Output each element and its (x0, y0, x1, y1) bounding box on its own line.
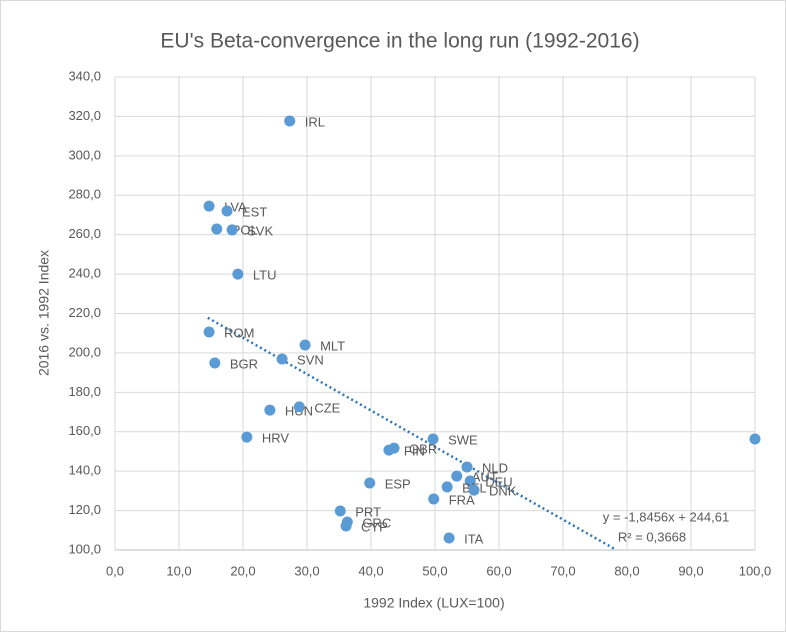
point-label: ITA (464, 531, 484, 546)
x-tick-label: 90,0 (678, 563, 703, 578)
point (427, 433, 439, 445)
point (203, 200, 215, 212)
x-tick-label: 30,0 (294, 563, 319, 578)
point (284, 115, 296, 127)
y-tick-label: 340,0 (68, 68, 101, 83)
x-tick-label: 100,0 (739, 563, 772, 578)
point (293, 401, 305, 413)
point (209, 357, 221, 369)
point (226, 224, 238, 236)
point-label: FIN (404, 444, 425, 459)
point (364, 477, 376, 489)
point-label: DEU (485, 474, 512, 489)
point-label: ESP (385, 476, 411, 491)
point (232, 268, 244, 280)
x-tick-label: 60,0 (486, 563, 511, 578)
point-label: EST (242, 204, 267, 219)
x-tick-label: 40,0 (358, 563, 383, 578)
chart-title: EU's Beta-convergence in the long run (1… (160, 30, 639, 53)
point-label: SVK (247, 223, 273, 238)
point (464, 475, 476, 487)
y-tick-label: 180,0 (68, 384, 101, 399)
y-tick-label: 280,0 (68, 187, 101, 202)
point-label: GBR (409, 442, 437, 457)
point (388, 442, 400, 454)
y-tick-label: 100,0 (68, 541, 101, 556)
point-label: LTU (253, 268, 277, 283)
y-tick-label: 240,0 (68, 266, 101, 281)
point-label: HRV (262, 431, 290, 446)
point (428, 493, 440, 505)
point (203, 326, 215, 338)
point (264, 404, 276, 416)
point-label: GRC (362, 515, 391, 530)
point-label: POL (232, 222, 258, 237)
point (461, 461, 473, 473)
point-label: AUT (472, 470, 498, 485)
point-label: NLD (482, 460, 508, 475)
point-label: SVN (297, 352, 324, 367)
point (221, 205, 233, 217)
y-tick-label: 140,0 (68, 463, 101, 478)
x-tick-label: 10,0 (166, 563, 191, 578)
point-label: SWE (448, 432, 478, 447)
point (334, 505, 346, 517)
y-tick-label: 320,0 (68, 108, 101, 123)
point-label: CYP (361, 519, 388, 534)
point (276, 353, 288, 365)
point (443, 532, 455, 544)
point (340, 520, 352, 532)
point-label: PRT (355, 504, 381, 519)
y-tick-label: 220,0 (68, 305, 101, 320)
point-label: MLT (320, 338, 345, 353)
point (468, 484, 480, 496)
x-tick-label: 20,0 (230, 563, 255, 578)
x-tick-label: 50,0 (422, 563, 447, 578)
point-label: DNK (489, 484, 517, 499)
y-tick-label: 120,0 (68, 502, 101, 517)
point (441, 481, 453, 493)
x-axis-label: 1992 Index (LUX=100) (363, 595, 504, 611)
y-tick-label: 260,0 (68, 226, 101, 241)
x-tick-label: 80,0 (614, 563, 639, 578)
x-tick-label: 70,0 (550, 563, 575, 578)
x-tick-label: 0,0 (106, 563, 124, 578)
point (241, 431, 253, 443)
point (451, 470, 463, 482)
y-tick-label: 160,0 (68, 423, 101, 438)
trendline-equation: y = -1,8456x + 244,61 (603, 509, 729, 524)
y-axis-label: 2016 vs. 1992 Index (36, 250, 52, 376)
point-label: FRA (449, 492, 475, 507)
point-label: CZE (314, 400, 340, 415)
point-label: ROM (224, 325, 254, 340)
point-label: BGR (230, 356, 258, 371)
y-tick-label: 200,0 (68, 344, 101, 359)
y-tick-label: 300,0 (68, 147, 101, 162)
point-label: IRL (305, 114, 325, 129)
trendline-r2: R² = 0,3668 (618, 529, 686, 544)
point (211, 223, 223, 235)
point (749, 433, 761, 445)
point (299, 339, 311, 351)
